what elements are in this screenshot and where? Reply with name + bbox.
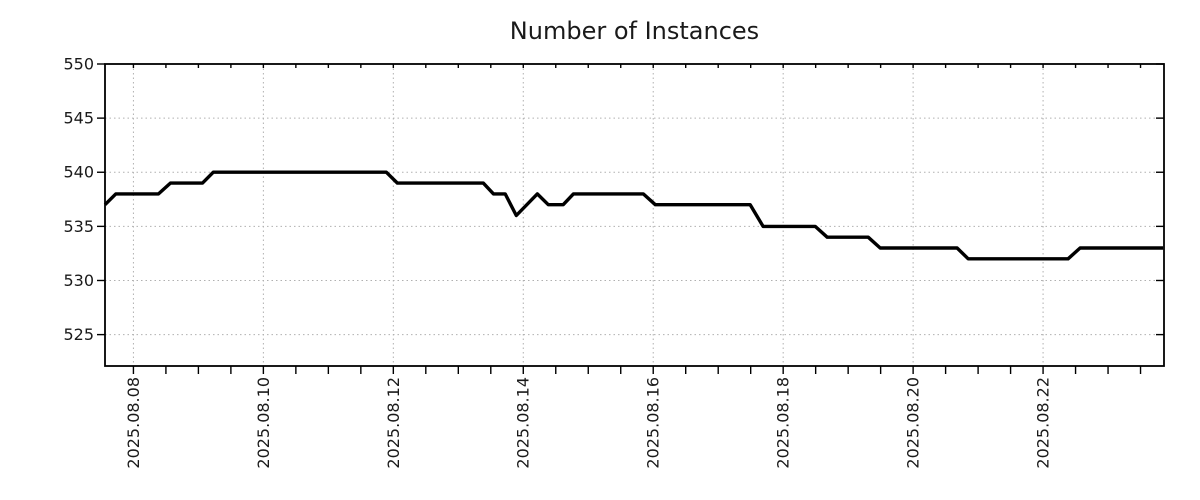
x-tick-label: 2025.08.20 — [904, 377, 923, 469]
x-tick-label: 2025.08.22 — [1034, 377, 1053, 469]
y-tick-label: 545 — [63, 109, 94, 128]
x-tick-label: 2025.08.10 — [254, 377, 273, 469]
x-tick-label: 2025.08.16 — [644, 377, 663, 469]
x-tick-label: 2025.08.18 — [774, 377, 793, 469]
chart-title: Number of Instances — [509, 17, 760, 45]
y-tick-label: 540 — [63, 163, 94, 182]
y-tick-label: 550 — [63, 54, 94, 73]
y-tick-label: 525 — [63, 325, 94, 344]
instances-line-series — [103, 170, 1164, 261]
y-tick-label: 535 — [63, 217, 94, 236]
plot-frame — [104, 63, 1165, 367]
x-tick-label: 2025.08.14 — [514, 377, 533, 469]
y-tick-label: 530 — [63, 271, 94, 290]
x-tick-label: 2025.08.12 — [384, 377, 403, 469]
x-tick-label: 2025.08.08 — [124, 377, 143, 469]
